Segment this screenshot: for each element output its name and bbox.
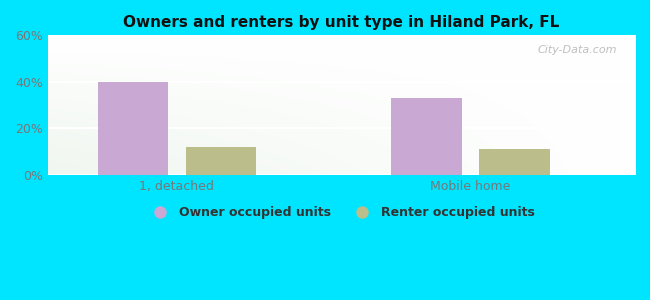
Title: Owners and renters by unit type in Hiland Park, FL: Owners and renters by unit type in Hilan… — [124, 15, 560, 30]
Bar — [98, 82, 168, 175]
Bar — [480, 149, 550, 175]
Legend: Owner occupied units, Renter occupied units: Owner occupied units, Renter occupied un… — [143, 201, 540, 224]
Bar — [186, 147, 256, 175]
Text: City-Data.com: City-Data.com — [538, 45, 617, 55]
Bar — [391, 98, 462, 175]
